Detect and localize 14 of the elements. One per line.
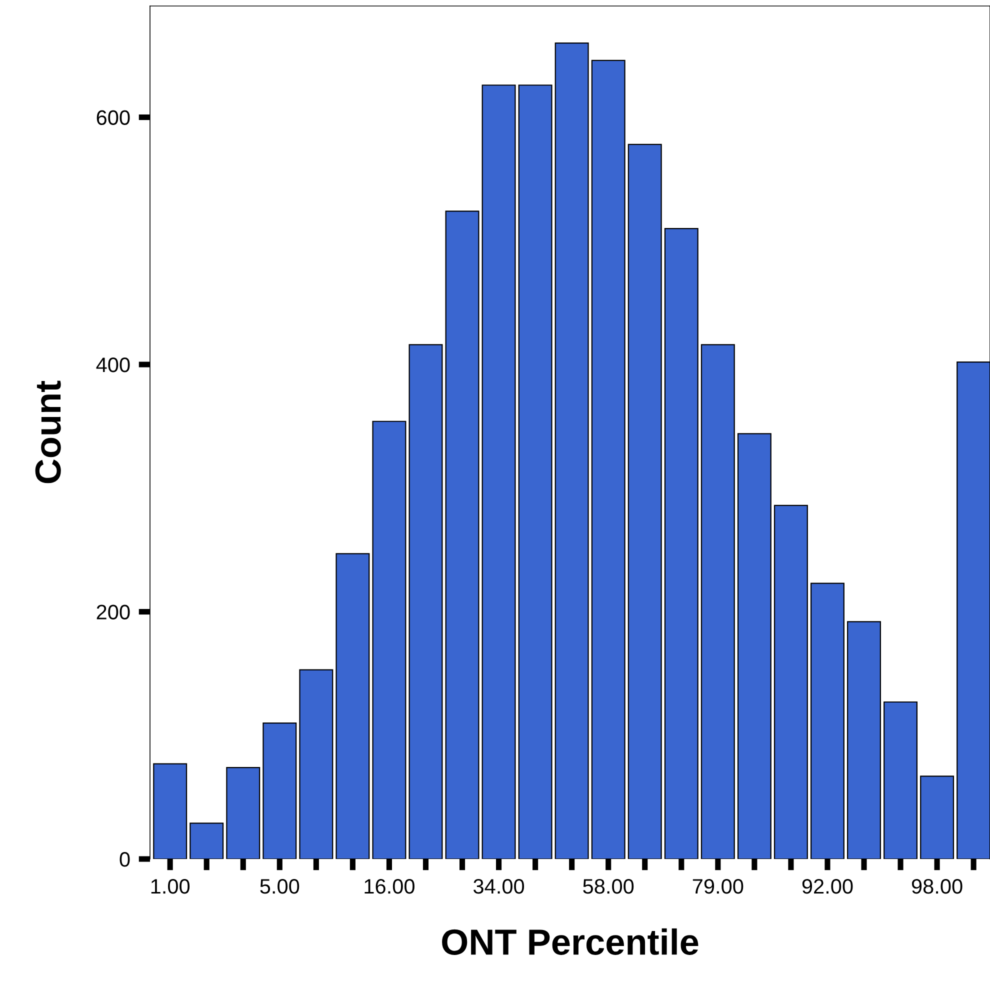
x-tick-label: 1.00 [151, 878, 190, 894]
x-tick-label: 5.00 [260, 878, 300, 894]
x-tick-label: 58.00 [583, 878, 634, 894]
y-tick-label: 200 [96, 604, 130, 620]
y-tick-label: 400 [96, 358, 130, 372]
x-tick-label: 98.00 [912, 878, 962, 894]
x-tick-label: 79.00 [692, 878, 744, 894]
x-tick-label: 92.00 [802, 878, 853, 894]
x-axis-title: ONT Percentile [442, 928, 698, 955]
y-tick-label: 0 [120, 852, 130, 867]
x-tick-label: 16.00 [364, 878, 414, 894]
y-axis-title: Count [35, 380, 61, 484]
x-tick-label: 34.00 [474, 878, 524, 894]
y-tick-label: 600 [96, 110, 130, 126]
